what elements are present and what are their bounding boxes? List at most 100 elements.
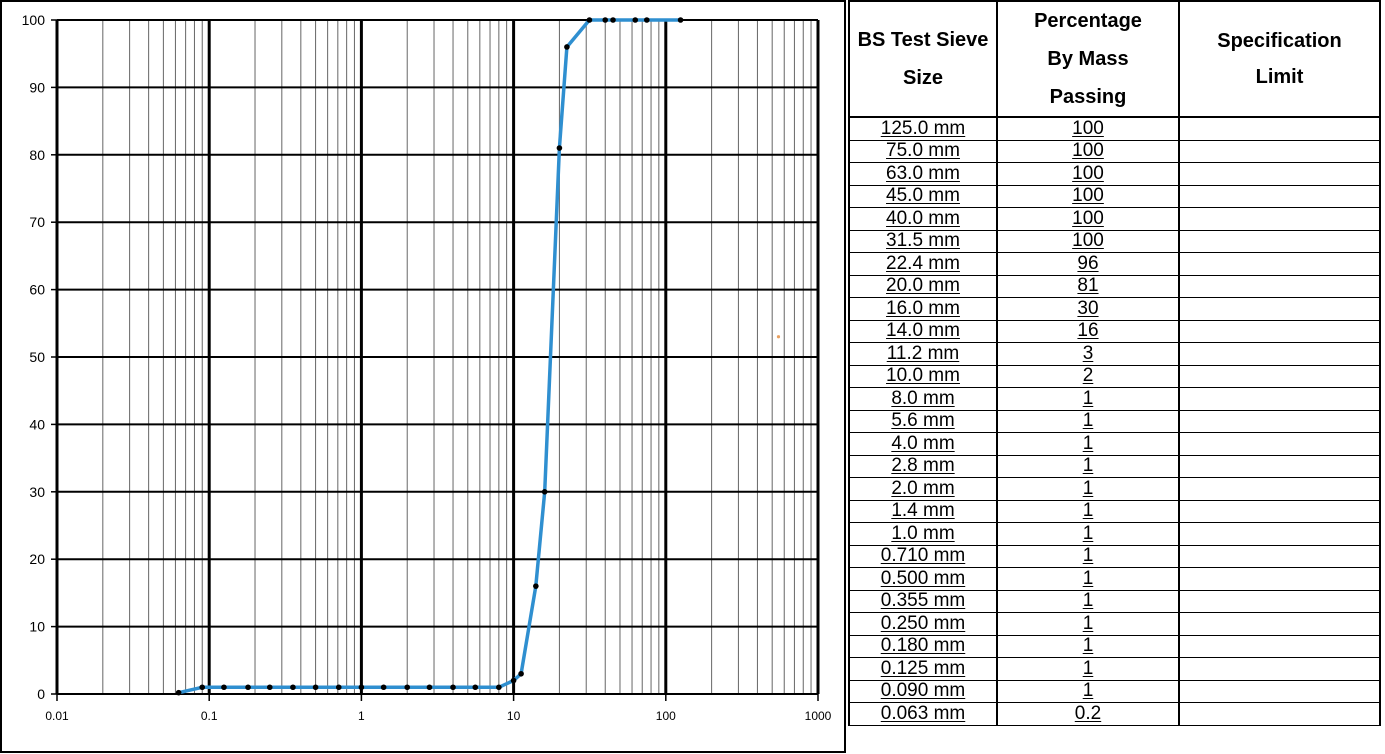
percentage-passing-cell: 1 — [996, 522, 1180, 546]
specification-limit-cell — [1178, 342, 1381, 366]
data-point — [404, 684, 411, 691]
sieve-size-cell-text: 4.0 mm — [891, 432, 955, 454]
data-point — [335, 684, 342, 691]
sieve-size-cell: 0.090 mm — [848, 679, 998, 703]
percentage-passing-cell: 1 — [996, 499, 1180, 523]
percentage-passing-cell-text: 100 — [1072, 185, 1104, 207]
grading-chart-svg: 0.01 0.1 1 10 100 1000 0 10 20 30 40 50 60 70 80 90 100 — [0, 0, 846, 753]
x-tick-label: 10 — [507, 709, 521, 723]
y-tick-label: 60 — [29, 282, 45, 298]
y-tick-label: 80 — [29, 147, 45, 163]
x-tick-label: 0.01 — [45, 709, 69, 723]
sieve-size-cell: 125.0 mm — [848, 116, 998, 141]
percentage-passing-cell: 100 — [996, 162, 1180, 186]
percentage-passing-cell-text: 30 — [1077, 297, 1099, 319]
percentage-passing-cell: 1 — [996, 432, 1180, 456]
table-row: 11.2 mm 3 — [848, 342, 1381, 366]
sieve-size-cell: 0.063 mm — [848, 702, 998, 726]
sieve-size-cell-text: 16.0 mm — [886, 297, 960, 319]
percentage-passing-cell-text: 2 — [1082, 365, 1094, 387]
table-row: 31.5 mm 100 — [848, 229, 1381, 253]
sieve-size-cell-text: 11.2 mm — [886, 342, 960, 364]
sieve-size-cell-text: 31.5 mm — [886, 230, 960, 252]
table-row: 63.0 mm 100 — [848, 162, 1381, 186]
specification-limit-cell — [1178, 229, 1381, 253]
percentage-passing-cell-text: 1 — [1082, 410, 1094, 432]
data-point — [556, 145, 563, 151]
data-point — [643, 17, 650, 23]
table-row: 45.0 mm 100 — [848, 184, 1381, 208]
sieve-size-cell: 5.6 mm — [848, 409, 998, 433]
table-row: 0.063 mm 0.2 — [848, 702, 1381, 726]
sieve-size-cell: 0.500 mm — [848, 567, 998, 591]
data-point — [533, 583, 539, 589]
percentage-passing-cell-text: 1 — [1082, 567, 1094, 589]
y-tick-labels: 0 10 20 30 40 50 60 70 80 90 100 — [22, 12, 46, 702]
specification-limit-cell — [1178, 477, 1381, 501]
header-passing-line-2: By Mass — [1047, 48, 1129, 70]
table-row: 0.250 mm 1 — [848, 612, 1381, 636]
percentage-passing-cell: 0.2 — [996, 702, 1180, 726]
axes — [51, 19, 819, 701]
percentage-passing-cell: 1 — [996, 454, 1180, 478]
data-point — [221, 684, 227, 691]
percentage-passing-cell: 1 — [996, 567, 1180, 591]
sieve-size-cell-text: 0.355 mm — [880, 590, 966, 612]
header-passing-line-3: Passing — [1049, 86, 1127, 108]
percentage-passing-cell-text: 100 — [1072, 140, 1104, 162]
percentage-passing-cell-text: 1 — [1082, 432, 1094, 454]
table-row: 0.355 mm 1 — [848, 589, 1381, 613]
data-point — [564, 44, 570, 50]
table-row: 22.4 mm 96 — [848, 252, 1381, 276]
percentage-passing-cell: 100 — [996, 184, 1180, 208]
sieve-size-cell: 16.0 mm — [848, 297, 998, 321]
specification-limit-cell — [1178, 522, 1381, 546]
percentage-passing-cell-text: 81 — [1077, 275, 1099, 297]
y-tick-label: 0 — [37, 686, 45, 702]
sieve-size-cell: 10.0 mm — [848, 364, 998, 388]
specification-limit-cell — [1178, 702, 1381, 726]
sieve-size-cell: 45.0 mm — [848, 184, 998, 208]
percentage-passing-cell-text: 1 — [1082, 477, 1094, 499]
sieve-size-cell-text: 0.180 mm — [880, 635, 966, 657]
sieve-size-cell: 75.0 mm — [848, 139, 998, 163]
y-tick-label: 100 — [22, 12, 46, 28]
table-body: 125.0 mm 100 75.0 mm 100 63.0 mm 100 45.0 mm 10… — [848, 116, 1381, 726]
specification-limit-cell — [1178, 432, 1381, 456]
sieve-size-cell: 0.250 mm — [848, 612, 998, 636]
specification-limit-cell — [1178, 454, 1381, 478]
sieve-size-cell-text: 2.0 mm — [891, 477, 955, 499]
data-point — [510, 677, 517, 684]
percentage-passing-cell: 100 — [996, 229, 1180, 253]
percentage-passing-cell-text: 100 — [1072, 117, 1104, 139]
sieve-size-cell-text: 0.250 mm — [880, 612, 966, 634]
table-row: 0.710 mm 1 — [848, 544, 1381, 568]
sieve-size-cell: 4.0 mm — [848, 432, 998, 456]
specification-limit-cell — [1178, 657, 1381, 681]
percentage-passing-cell: 96 — [996, 252, 1180, 276]
sieve-grading-table: BS Test Sieve Size Percentage By Mass Pa… — [848, 0, 1381, 726]
percentage-passing-cell-text: 1 — [1082, 387, 1094, 409]
table-row: 0.125 mm 1 — [848, 657, 1381, 681]
x-tick-label: 1 — [358, 709, 365, 723]
specification-limit-cell — [1178, 207, 1381, 231]
chart-frame — [0, 0, 846, 753]
sieve-size-cell-text: 22.4 mm — [886, 252, 960, 274]
table-header-row: BS Test Sieve Size Percentage By Mass Pa… — [848, 0, 1381, 118]
percentage-passing-cell-text: 16 — [1077, 320, 1099, 342]
y-tick-label: 50 — [29, 349, 45, 365]
header-sieve-size-line-1: BS Test Sieve — [857, 29, 989, 51]
header-spec-line-1: Specification — [1217, 30, 1342, 52]
sieve-size-cell-text: 10.0 mm — [886, 365, 960, 387]
data-point — [586, 17, 593, 23]
percentage-passing-cell: 1 — [996, 409, 1180, 433]
grading-chart: 0.01 0.1 1 10 100 1000 0 10 20 30 40 50 60 70 80 90 100 — [0, 0, 846, 753]
percentage-passing-cell-text: 100 — [1072, 230, 1104, 252]
sieve-table-panel: BS Test Sieve Size Percentage By Mass Pa… — [846, 0, 1385, 754]
percentage-passing-cell-text: 1 — [1082, 635, 1094, 657]
data-point — [541, 489, 548, 495]
percentage-passing-cell-text: 1 — [1082, 522, 1094, 544]
sieve-size-cell-text: 2.8 mm — [891, 455, 955, 477]
percentage-passing-cell: 3 — [996, 342, 1180, 366]
table-row: 16.0 mm 30 — [848, 297, 1381, 321]
